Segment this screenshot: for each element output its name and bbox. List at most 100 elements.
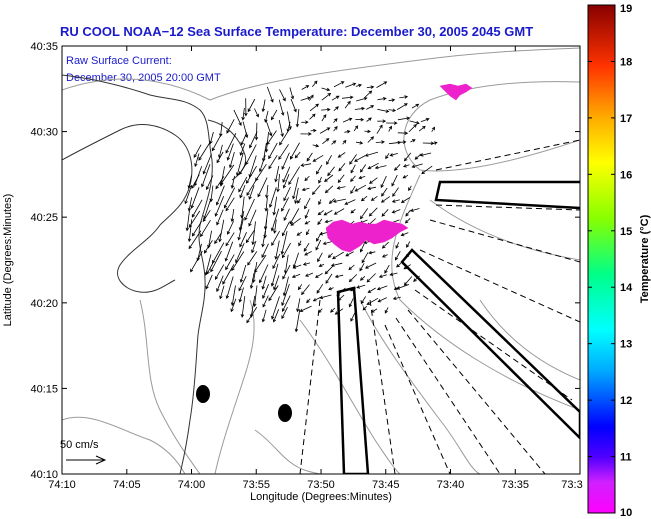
current-vector (216, 275, 224, 293)
current-vector (325, 273, 333, 284)
current-vector (230, 298, 237, 313)
current-vector (321, 114, 327, 122)
current-vector (317, 210, 324, 216)
current-vector (388, 125, 392, 132)
colorbar-tick-label: 19 (620, 3, 632, 15)
current-vector (202, 153, 212, 175)
current-vector (261, 243, 269, 259)
current-vector (292, 177, 299, 200)
current-vector (202, 209, 211, 222)
current-vector (191, 174, 200, 189)
y-tick-label: 40:30 (30, 127, 58, 139)
current-vector (391, 199, 400, 203)
current-vector (279, 89, 286, 102)
current-vector (248, 155, 257, 178)
current-vector (261, 231, 266, 248)
current-vector (239, 184, 246, 199)
x-tick-label: 73:55 (242, 479, 270, 491)
scale-label: 50 cm/s (60, 439, 99, 451)
current-vector (331, 140, 337, 145)
dash-line-7 (395, 317, 501, 474)
current-vector (333, 81, 345, 88)
dash-line-6 (407, 309, 546, 474)
current-vector (336, 186, 346, 190)
current-vector (348, 298, 354, 308)
current-vector (272, 309, 280, 323)
current-vector (254, 108, 259, 118)
current-vector (279, 129, 290, 146)
current-vector (216, 151, 224, 164)
current-vector (362, 305, 368, 311)
current-vector (231, 251, 245, 272)
current-vector (238, 176, 248, 193)
current-vector (328, 198, 335, 204)
current-vector (333, 118, 338, 123)
current-vector (375, 140, 385, 144)
colorbar-tick-label: 17 (620, 113, 632, 125)
current-vector (238, 162, 248, 175)
current-vector (355, 141, 364, 145)
current-vector (330, 307, 336, 313)
current-vector (282, 264, 291, 280)
current-vector (405, 209, 411, 217)
current-vector (249, 273, 255, 290)
current-vector (388, 108, 397, 112)
coast-hook (207, 119, 247, 181)
current-vector (337, 152, 346, 158)
current-vector (241, 107, 245, 121)
current-vector (332, 251, 344, 260)
current-subtitle-line2: December 30, 2005 20:00 GMT (66, 72, 221, 84)
current-vector (309, 113, 316, 120)
current-vector (306, 298, 311, 304)
current-vector (358, 175, 366, 180)
colorbar-tick-label: 12 (620, 395, 632, 407)
current-vector (411, 103, 420, 109)
scale-arrow-head (95, 455, 107, 465)
current-vector (251, 240, 257, 254)
current-vector (327, 253, 333, 258)
current-vector (389, 272, 398, 276)
current-vector (376, 81, 388, 88)
current-vector (291, 273, 301, 278)
current-vector (402, 174, 409, 179)
current-vector (395, 242, 400, 249)
dash-line-8 (384, 324, 451, 474)
current-vector (350, 185, 356, 195)
current-vector (403, 276, 413, 286)
sst-patches (325, 83, 473, 253)
current-vector (276, 173, 280, 193)
current-vector (377, 119, 387, 123)
current-vector (226, 143, 234, 161)
current-vector (225, 133, 237, 154)
current-vector (380, 196, 391, 203)
current-vector (296, 298, 301, 313)
current-vector (366, 297, 379, 305)
current-vector (237, 218, 244, 241)
current-vector (304, 220, 311, 225)
current-vector (209, 131, 214, 145)
current-vector (306, 152, 313, 162)
current-vector (294, 151, 301, 159)
zone-south-lane (336, 286, 370, 474)
current-vector (319, 294, 332, 300)
current-vector (391, 209, 401, 214)
current-vector (278, 144, 289, 160)
surface-current-vectors (184, 80, 438, 333)
current-vector (366, 85, 375, 89)
current-vector (278, 99, 285, 116)
sst-patch-central (325, 219, 409, 253)
current-vector (212, 242, 225, 264)
current-vector (299, 305, 312, 312)
current-vector (321, 87, 331, 92)
x-axis-label: Longitude (Degrees:Minutes) (250, 491, 392, 503)
current-vector (225, 232, 235, 247)
current-vector (328, 286, 334, 291)
current-vector (240, 296, 246, 318)
current-vector (249, 295, 256, 318)
current-vector (261, 275, 267, 290)
dash-line-3 (429, 219, 580, 263)
current-vector (240, 196, 245, 219)
current-vector (211, 133, 222, 152)
current-vector (304, 197, 311, 210)
current-vector (297, 198, 301, 204)
